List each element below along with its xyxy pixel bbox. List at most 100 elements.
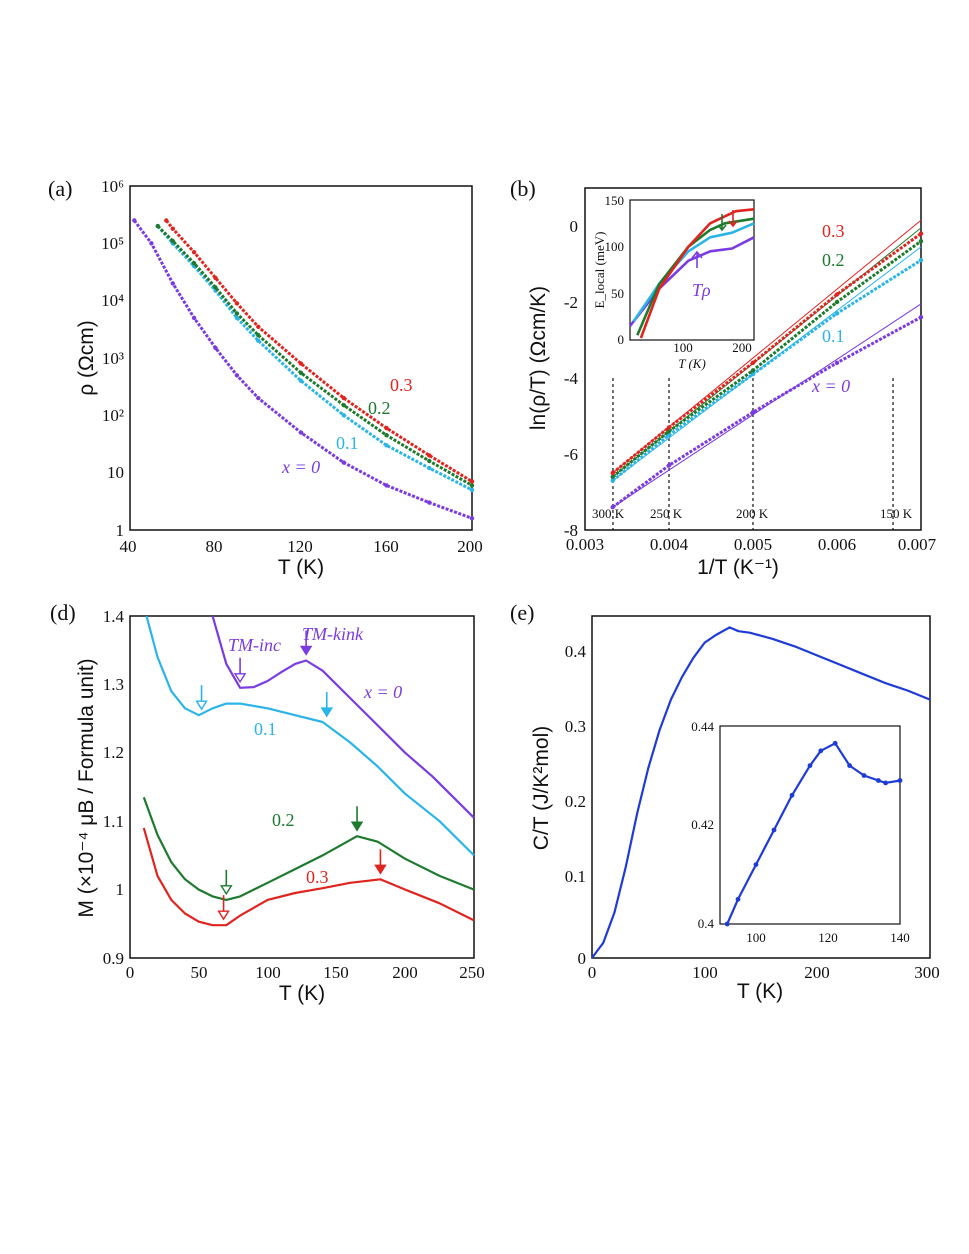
- b-point-1-4: [918, 258, 924, 263]
- a-point-0-4: [213, 345, 218, 351]
- a-point-1-5: [256, 338, 261, 343]
- d-ytick-1: 1: [116, 880, 125, 899]
- b-inset-arrow-red-icon: [728, 210, 738, 228]
- b-point-2-0: [610, 474, 615, 479]
- b-point-3-4: [918, 231, 924, 236]
- a-point-3-6: [298, 361, 304, 366]
- b-inset-ylabel: E_local (meV): [592, 232, 607, 309]
- a-point-0-0: [132, 218, 137, 223]
- b-label-x0: x = 0: [811, 376, 850, 396]
- d-annotation-inc: TM-inc: [228, 635, 281, 655]
- a-label-02: 0.2: [368, 398, 391, 418]
- b-inset-xlabel: T (K): [678, 356, 706, 371]
- a-point-0-6: [256, 395, 261, 401]
- e-xtick-1: 100: [692, 963, 718, 982]
- panel-b: (b) 300 K 250 K 200 K 150 K 0.003 0.004 …: [510, 176, 937, 579]
- b-inset-arrow-green-icon: [717, 214, 727, 232]
- e-inset-point-0-5: [807, 763, 813, 768]
- a-point-3-8: [384, 425, 389, 431]
- b-inset-ytick-3: 150: [605, 193, 625, 208]
- a-point-3-5: [256, 324, 261, 329]
- d-arrow-head-icon-4: [220, 885, 233, 896]
- panel-e-frame: [591, 615, 931, 959]
- b-point-2-4: [918, 239, 924, 244]
- panel-e-label: (e): [510, 600, 534, 625]
- a-point-1-9: [427, 465, 432, 471]
- e-ytick-3: 0.3: [565, 717, 586, 736]
- e-inset-ytick-0: 0.4: [698, 916, 715, 931]
- e-inset-point-0-7: [832, 740, 838, 746]
- a-point-0-10: [427, 500, 432, 505]
- a-ytick-1: 10: [107, 463, 124, 482]
- a-point-0-1: [149, 241, 154, 246]
- a-point-3-9: [427, 453, 432, 458]
- b-xtick-2: 0.005: [734, 535, 772, 554]
- e-inset-point-0-6: [818, 748, 824, 754]
- b-point-3-2: [750, 360, 756, 365]
- a-ytick-3: 10³: [102, 349, 124, 368]
- b-point-3-3: [834, 292, 840, 297]
- a-point-0-8: [341, 460, 346, 465]
- d-annotation-kink: TM-kink: [302, 624, 364, 644]
- d-arrow-head-icon-0: [233, 673, 247, 684]
- d-series-2: [142, 796, 475, 901]
- b-label-01: 0.1: [822, 326, 845, 346]
- e-xtick-3: 300: [914, 963, 940, 982]
- b-marker-150: 150 K: [880, 506, 913, 521]
- a-xlabel: T (K): [278, 556, 324, 579]
- a-point-3-0: [164, 218, 169, 223]
- a-series-1: [156, 225, 473, 492]
- d-ytick-5: 1.4: [103, 607, 125, 626]
- d-ytick-3: 1.2: [103, 743, 124, 762]
- e-inset-ytick-2: 0.44: [691, 719, 714, 734]
- b-inset-ytick-1: 50: [611, 286, 624, 301]
- a-ytick-0: 1: [116, 521, 125, 540]
- a-series-2: [156, 225, 473, 487]
- a-label-03: 0.3: [390, 375, 413, 395]
- d-xtick-0: 0: [126, 963, 135, 982]
- panel-d-frame: [129, 615, 475, 959]
- a-point-0-3: [191, 315, 197, 321]
- e-inset-point-0-11: [883, 780, 888, 786]
- b-ytick-3: -2: [564, 293, 578, 312]
- e-inset-xtick-0: 100: [746, 930, 766, 945]
- e-inset-point-0-4: [789, 792, 795, 798]
- panel-a-label: (a): [48, 176, 72, 201]
- b-point-0-0: [610, 505, 615, 510]
- e-inset-point-0-1: [735, 896, 741, 902]
- b-point-0-2: [750, 410, 756, 415]
- a-point-2-8: [384, 433, 389, 438]
- e-ytick-1: 0.1: [565, 867, 586, 886]
- d-label-x0: x = 0: [363, 682, 402, 702]
- panel-d: (d) 0 50 100 150 200 250 0.9 1 1.1 1.2 1…: [50, 600, 485, 1005]
- a-point-3-3: [213, 275, 218, 281]
- e-inset-point-0-3: [771, 827, 777, 833]
- d-arrow-head-icon-2: [195, 700, 208, 711]
- a-point-3-7: [341, 395, 346, 401]
- d-arrow-head-icon-1: [299, 645, 313, 656]
- a-point-2-9: [427, 458, 432, 464]
- b-point-2-2: [750, 368, 756, 373]
- a-label-01: 0.1: [336, 433, 359, 453]
- panel-d-label: (d): [50, 600, 76, 625]
- d-ylabel: M (×10⁻⁴ μB / Formula unit): [75, 658, 98, 917]
- b-series-0: [611, 315, 922, 509]
- a-ytick-6: 10⁶: [101, 177, 124, 196]
- a-point-0-7: [298, 430, 304, 435]
- a-xtick-1: 80: [206, 537, 223, 556]
- b-inset: 0 50 100 150 100 200 T (K) E_local (meV)…: [592, 193, 755, 371]
- a-point-2-6: [298, 370, 304, 376]
- b-point-0-4: [918, 315, 924, 320]
- e-inset-point-0-0: [724, 921, 730, 927]
- panel-a-frame: [129, 185, 473, 531]
- a-ylabel: ρ (Ωcm): [75, 320, 98, 395]
- b-inset-xtick-1: 200: [732, 340, 752, 355]
- a-point-1-8: [384, 443, 389, 448]
- b-marker-200: 200 K: [736, 506, 769, 521]
- e-inset-ytick-1: 0.42: [691, 817, 714, 832]
- d-arrow-head-icon-5: [350, 821, 364, 832]
- d-series-0: [211, 615, 475, 819]
- a-point-2-7: [341, 403, 346, 408]
- b-point-3-1: [666, 425, 672, 430]
- b-point-1-2: [750, 372, 756, 377]
